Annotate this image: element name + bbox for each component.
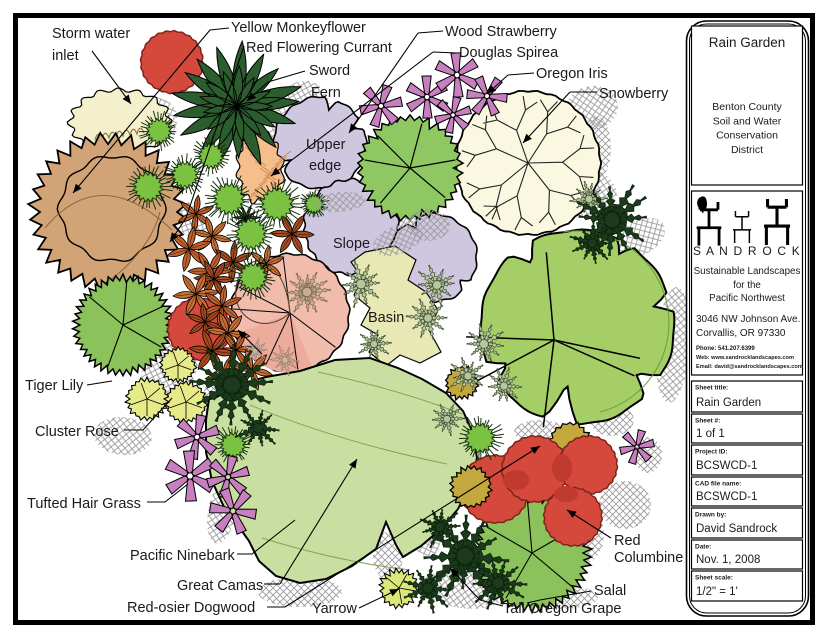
svg-text:Tall Oregon Grape: Tall Oregon Grape	[503, 601, 621, 617]
svg-text:Basin: Basin	[368, 310, 404, 326]
svg-text:Slope: Slope	[333, 236, 370, 252]
svg-text:inlet: inlet	[52, 48, 79, 64]
svg-text:Wood Strawberry: Wood Strawberry	[445, 24, 557, 40]
svg-text:Soil and Water: Soil and Water	[713, 115, 782, 127]
svg-text:Benton County: Benton County	[712, 101, 782, 113]
svg-text:Columbine: Columbine	[614, 550, 683, 566]
svg-text:Salal: Salal	[594, 583, 626, 599]
svg-text:Web: www.sandrocklandscapes.co: Web: www.sandrocklandscapes.com	[696, 355, 794, 361]
svg-text:Drawn by:: Drawn by:	[695, 512, 726, 519]
svg-text:Rain Garden: Rain Garden	[709, 35, 786, 50]
svg-text:Email: david@sandrocklandscape: Email: david@sandrocklandscapes.com	[696, 364, 803, 370]
svg-text:Upper: Upper	[306, 137, 346, 153]
svg-text:Cluster Rose: Cluster Rose	[35, 424, 119, 440]
svg-text:Red-osier Dogwood: Red-osier Dogwood	[127, 600, 255, 616]
svg-text:CAD file name:: CAD file name:	[695, 481, 741, 488]
svg-text:Oregon Iris: Oregon Iris	[536, 66, 608, 82]
svg-text:District: District	[731, 144, 763, 156]
svg-text:Rain Garden: Rain Garden	[696, 397, 761, 409]
svg-text:Sheet title:: Sheet title:	[695, 385, 728, 392]
svg-text:Pacific Northwest: Pacific Northwest	[709, 293, 785, 304]
svg-text:Pacific Ninebark: Pacific Ninebark	[130, 548, 236, 564]
svg-text:Red: Red	[614, 533, 641, 549]
svg-text:Phone: 541.207.6399: Phone: 541.207.6399	[696, 346, 755, 352]
svg-text:Yellow Monkeyflower: Yellow Monkeyflower	[231, 20, 366, 36]
svg-text:Sheet #:: Sheet #:	[695, 418, 720, 425]
svg-text:Red Flowering Currant: Red Flowering Currant	[246, 40, 392, 56]
svg-text:Snowberry: Snowberry	[599, 86, 669, 102]
svg-text:David Sandrock: David Sandrock	[696, 523, 777, 535]
svg-text:Yarrow: Yarrow	[312, 601, 357, 617]
svg-text:Conservation: Conservation	[716, 130, 778, 142]
svg-text:Date:: Date:	[695, 544, 711, 551]
svg-text:S A N D R O C K: S A N D R O C K	[693, 244, 801, 258]
svg-text:for the: for the	[733, 280, 761, 291]
svg-text:Corvallis, OR 97330: Corvallis, OR 97330	[696, 328, 786, 339]
svg-text:Douglas Spirea: Douglas Spirea	[459, 45, 559, 61]
svg-text:Fern: Fern	[311, 85, 341, 101]
svg-text:Sustainable Landscapes: Sustainable Landscapes	[694, 266, 801, 277]
svg-text:1 of 1: 1 of 1	[696, 428, 725, 440]
svg-text:Great Camas: Great Camas	[177, 578, 263, 594]
svg-text:BCSWCD-1: BCSWCD-1	[696, 491, 757, 503]
svg-text:Tufted Hair Grass: Tufted Hair Grass	[27, 496, 141, 512]
svg-text:Storm water: Storm water	[52, 26, 130, 42]
svg-text:Nov. 1, 2008: Nov. 1, 2008	[696, 554, 760, 566]
svg-text:Sheet scale:: Sheet scale:	[695, 575, 733, 582]
svg-text:Tiger Lily: Tiger Lily	[25, 378, 84, 394]
svg-text:Sword: Sword	[309, 63, 350, 79]
svg-text:1/2" = 1': 1/2" = 1'	[696, 586, 738, 598]
svg-text:BCSWCD-1: BCSWCD-1	[696, 460, 757, 472]
svg-text:Project ID:: Project ID:	[695, 449, 728, 456]
svg-text:edge: edge	[309, 158, 341, 174]
svg-text:3046 NW Johnson Ave.: 3046 NW Johnson Ave.	[696, 314, 800, 325]
